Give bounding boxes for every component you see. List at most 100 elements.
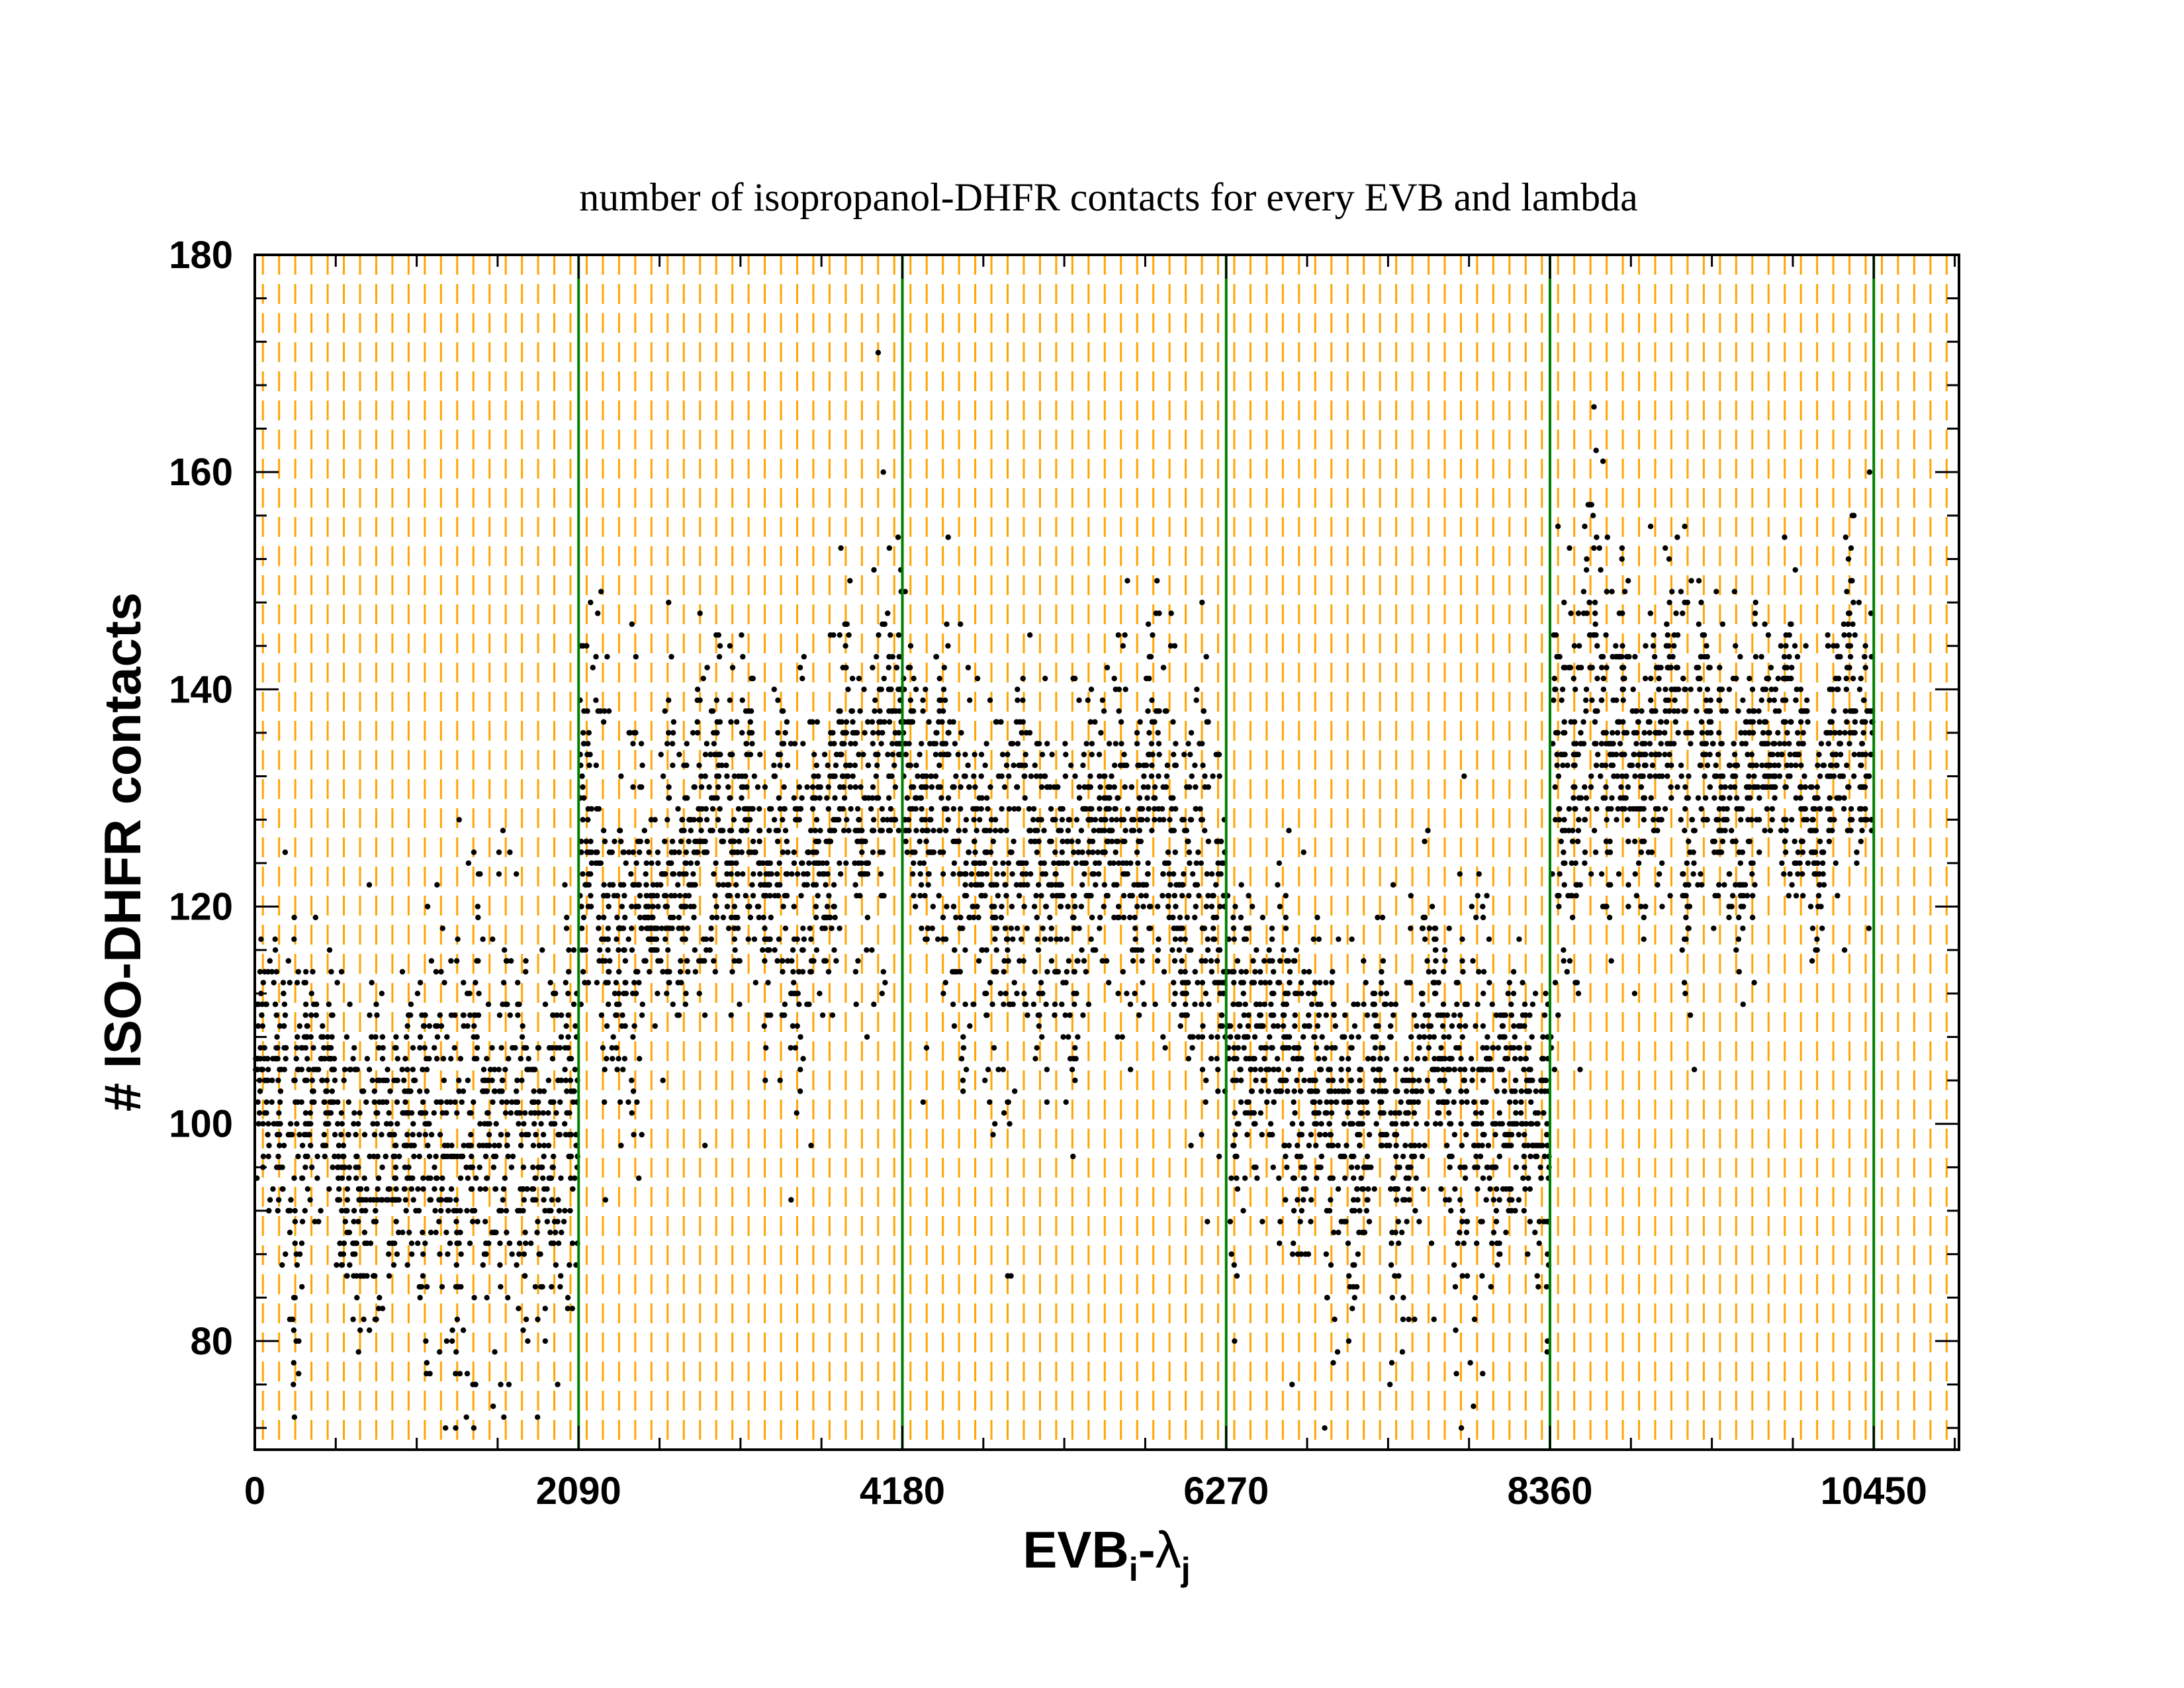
data-point — [1355, 1197, 1361, 1203]
data-point — [1113, 817, 1120, 823]
data-point — [762, 958, 768, 964]
data-point — [350, 1251, 356, 1257]
data-point — [1415, 1099, 1422, 1105]
data-point — [556, 1207, 563, 1214]
data-point — [715, 784, 721, 790]
data-point — [1228, 1034, 1234, 1040]
data-point — [1044, 968, 1050, 975]
data-point — [1480, 1077, 1486, 1084]
data-point — [762, 925, 768, 931]
data-point — [361, 1229, 368, 1236]
data-point — [1562, 729, 1568, 736]
data-point — [1087, 773, 1093, 779]
data-point — [1539, 1056, 1545, 1062]
data-point — [1682, 784, 1688, 790]
data-point — [813, 947, 820, 953]
data-point — [344, 1207, 350, 1214]
data-point — [1104, 665, 1111, 671]
data-point — [724, 904, 731, 910]
data-point — [451, 1207, 457, 1214]
data-point — [682, 904, 688, 910]
data-point — [456, 1088, 462, 1094]
data-point — [1034, 849, 1040, 855]
data-point — [1453, 980, 1459, 986]
data-point — [426, 1153, 433, 1160]
data-point — [382, 1077, 388, 1084]
data-point — [500, 980, 507, 986]
data-point — [1168, 827, 1174, 833]
data-point — [1169, 806, 1175, 812]
data-point — [1570, 675, 1576, 682]
data-point — [1559, 686, 1566, 692]
data-point — [1483, 1197, 1489, 1203]
data-point — [1192, 968, 1199, 975]
data-point — [307, 1197, 313, 1203]
data-point — [586, 763, 592, 769]
data-point — [294, 1262, 300, 1268]
data-point — [998, 827, 1004, 833]
data-point — [1137, 719, 1143, 725]
data-point — [655, 904, 661, 910]
data-point — [1171, 980, 1177, 986]
data-point — [1621, 729, 1627, 736]
data-point — [1390, 882, 1396, 888]
data-point — [999, 751, 1006, 758]
data-point — [1681, 936, 1688, 943]
data-point — [1266, 947, 1272, 953]
data-point — [995, 1066, 1001, 1072]
data-point — [745, 904, 751, 910]
data-point — [794, 817, 799, 823]
data-point — [1160, 1034, 1166, 1040]
data-point — [1371, 1186, 1377, 1192]
data-point — [1582, 849, 1588, 855]
data-point — [1253, 1164, 1259, 1170]
data-point — [1020, 697, 1026, 704]
data-point — [1408, 892, 1414, 899]
data-point — [482, 1186, 488, 1192]
data-point — [1204, 871, 1210, 877]
data-point — [1342, 1175, 1348, 1182]
data-point — [649, 860, 655, 867]
data-point — [1635, 763, 1641, 769]
data-point — [1055, 968, 1062, 975]
data-point — [792, 741, 798, 747]
data-point — [976, 914, 981, 921]
data-point — [1426, 1012, 1432, 1018]
data-point — [790, 947, 796, 953]
data-point — [804, 882, 810, 888]
data-point — [1021, 904, 1027, 910]
data-point — [1499, 1066, 1506, 1072]
data-point — [1408, 925, 1414, 931]
data-point — [525, 1338, 531, 1344]
data-point — [967, 914, 973, 921]
data-point — [731, 925, 737, 931]
data-point — [1598, 697, 1604, 704]
data-point — [1354, 1186, 1360, 1192]
data-point — [643, 892, 649, 899]
data-point — [496, 849, 502, 855]
data-point — [886, 653, 892, 660]
data-point — [452, 1099, 458, 1105]
data-point — [1349, 1305, 1355, 1311]
data-point — [813, 817, 820, 823]
data-point — [471, 1099, 477, 1105]
data-point — [937, 827, 943, 833]
data-point — [1230, 914, 1236, 921]
data-point — [950, 968, 956, 975]
data-point — [953, 914, 959, 921]
data-point — [1553, 632, 1559, 638]
data-point — [971, 860, 977, 867]
data-point — [1503, 1143, 1510, 1149]
data-point — [496, 1066, 502, 1072]
data-point — [1009, 871, 1015, 877]
data-point — [542, 1338, 549, 1344]
data-point — [425, 1143, 431, 1149]
data-point — [1052, 849, 1058, 855]
data-point — [1030, 1002, 1037, 1008]
data-point — [896, 653, 902, 660]
data-point — [629, 621, 635, 628]
data-point — [1287, 1034, 1293, 1040]
data-point — [696, 990, 702, 997]
data-point — [1003, 990, 1009, 997]
data-point — [1205, 892, 1211, 899]
